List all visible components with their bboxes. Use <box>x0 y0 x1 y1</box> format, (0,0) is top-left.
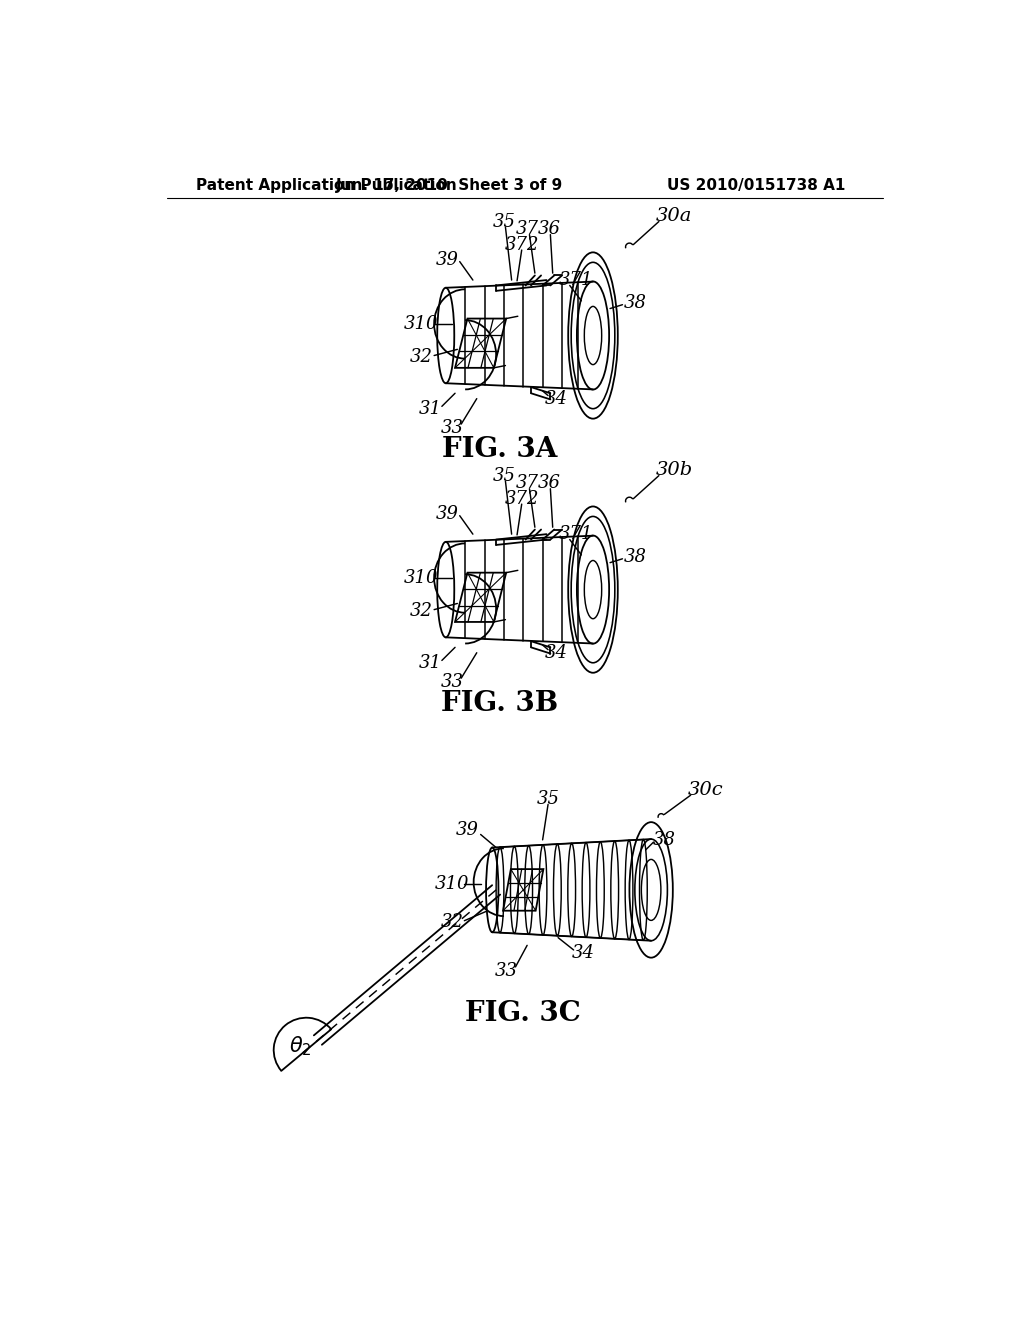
Text: 310: 310 <box>403 569 438 587</box>
Text: 34: 34 <box>545 389 567 408</box>
Text: 32: 32 <box>410 602 432 620</box>
Text: FIG. 3A: FIG. 3A <box>442 436 558 463</box>
Text: 31: 31 <box>419 653 441 672</box>
Text: 36: 36 <box>538 474 560 492</box>
Text: 35: 35 <box>493 467 515 484</box>
Text: 33: 33 <box>440 418 464 437</box>
Text: US 2010/0151738 A1: US 2010/0151738 A1 <box>667 178 845 193</box>
Text: 34: 34 <box>545 644 567 661</box>
Text: FIG. 3B: FIG. 3B <box>441 690 558 717</box>
Text: 37: 37 <box>516 220 539 238</box>
Text: FIG. 3C: FIG. 3C <box>465 999 582 1027</box>
Text: 33: 33 <box>495 962 518 979</box>
Text: 30b: 30b <box>655 461 693 479</box>
Text: 30c: 30c <box>687 781 723 799</box>
Text: 371: 371 <box>559 271 593 289</box>
Text: 38: 38 <box>653 830 676 849</box>
Text: 372: 372 <box>505 490 539 508</box>
Text: 35: 35 <box>537 791 559 808</box>
Text: Patent Application Publication: Patent Application Publication <box>197 178 457 193</box>
Text: 37: 37 <box>516 474 539 492</box>
Text: 372: 372 <box>505 236 539 253</box>
Text: 33: 33 <box>440 673 464 690</box>
Text: 30a: 30a <box>656 207 692 226</box>
Text: 32: 32 <box>440 913 464 931</box>
Text: 38: 38 <box>624 294 647 312</box>
Text: 39: 39 <box>436 506 459 523</box>
Text: 34: 34 <box>572 944 595 962</box>
Text: 39: 39 <box>436 251 459 269</box>
Text: 39: 39 <box>456 821 479 838</box>
Text: 36: 36 <box>538 220 560 238</box>
Text: Jun. 17, 2010  Sheet 3 of 9: Jun. 17, 2010 Sheet 3 of 9 <box>336 178 563 193</box>
Text: $\theta_2$: $\theta_2$ <box>289 1035 311 1059</box>
Text: 31: 31 <box>419 400 441 417</box>
Text: 38: 38 <box>624 548 647 566</box>
Text: 310: 310 <box>435 875 469 892</box>
Text: 310: 310 <box>403 315 438 333</box>
Text: 32: 32 <box>410 348 432 366</box>
Text: 35: 35 <box>493 213 515 231</box>
Text: 371: 371 <box>559 525 593 543</box>
